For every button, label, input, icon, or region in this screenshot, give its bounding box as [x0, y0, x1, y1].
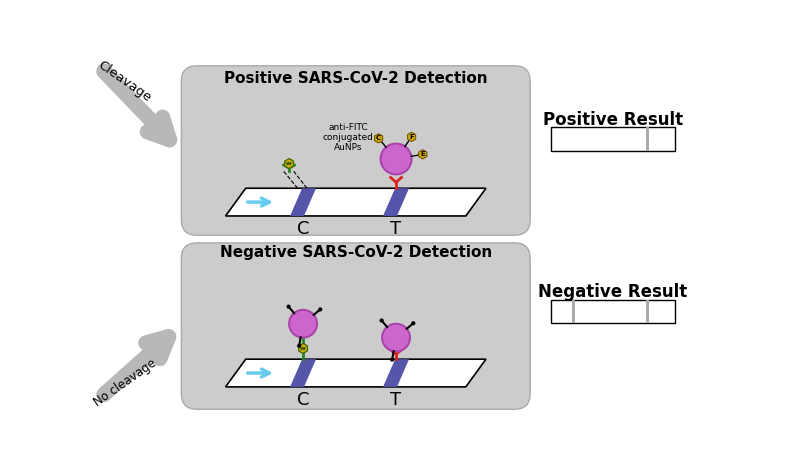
- Circle shape: [319, 308, 322, 311]
- Polygon shape: [383, 188, 409, 216]
- FancyBboxPatch shape: [182, 243, 530, 409]
- Text: No cleavage: No cleavage: [91, 357, 158, 409]
- Circle shape: [382, 324, 410, 352]
- Polygon shape: [290, 188, 316, 216]
- Circle shape: [412, 322, 414, 325]
- Bar: [551, 127, 675, 151]
- Bar: [646, 127, 650, 151]
- Circle shape: [287, 305, 290, 308]
- Text: anti-FITC
conjugated
AuNPs: anti-FITC conjugated AuNPs: [322, 122, 374, 153]
- Polygon shape: [226, 359, 486, 387]
- Circle shape: [289, 310, 317, 338]
- Bar: [572, 300, 575, 323]
- Text: F: F: [410, 134, 414, 140]
- Polygon shape: [226, 188, 486, 216]
- Text: Positive SARS-CoV-2 Detection: Positive SARS-CoV-2 Detection: [224, 72, 487, 86]
- Bar: [646, 300, 650, 323]
- Text: E: E: [420, 151, 425, 157]
- Text: w: w: [286, 161, 292, 166]
- Text: Cleavage: Cleavage: [96, 58, 154, 104]
- Circle shape: [381, 144, 411, 174]
- Text: Positive Result: Positive Result: [543, 111, 683, 129]
- Text: T: T: [390, 391, 402, 409]
- FancyBboxPatch shape: [182, 66, 530, 235]
- Text: T: T: [390, 220, 402, 238]
- Text: C: C: [297, 391, 310, 409]
- Text: Negative SARS-CoV-2 Detection: Negative SARS-CoV-2 Detection: [220, 245, 492, 259]
- Text: C: C: [376, 135, 381, 141]
- Text: Negative Result: Negative Result: [538, 283, 688, 301]
- Polygon shape: [383, 359, 409, 387]
- Polygon shape: [290, 359, 316, 387]
- Text: w: w: [300, 346, 306, 351]
- Circle shape: [390, 358, 394, 361]
- Circle shape: [380, 319, 383, 322]
- Circle shape: [298, 345, 301, 347]
- Bar: [551, 300, 675, 323]
- Text: C: C: [297, 220, 310, 238]
